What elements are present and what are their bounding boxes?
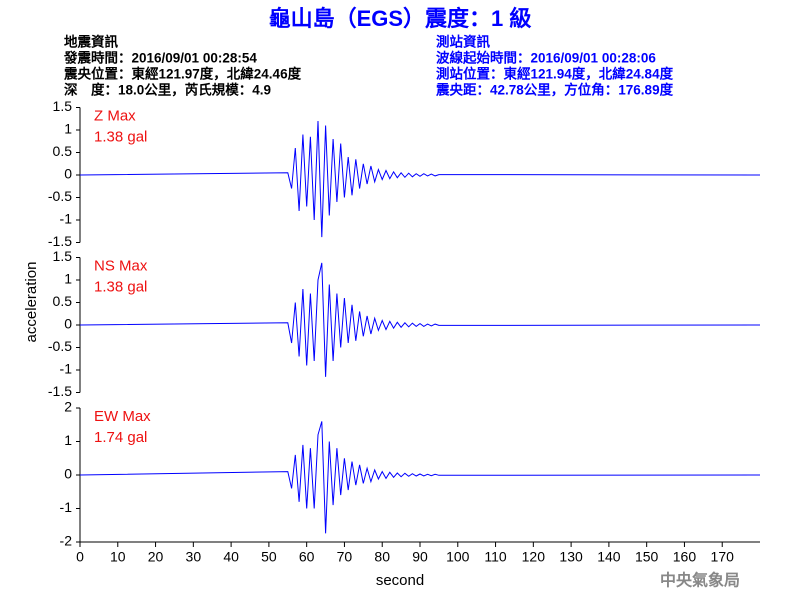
x-tick-label: 60 (299, 549, 315, 565)
x-tick-label: 150 (635, 549, 659, 565)
y-tick-label: -1 (60, 361, 73, 377)
info-line: 震央距：42.78公里，方位角：176.89度 (435, 82, 674, 98)
x-tick-label: 130 (559, 549, 583, 565)
x-tick-label: 10 (110, 549, 126, 565)
waveform (79, 262, 761, 377)
y-tick-label: 0 (64, 316, 72, 332)
y-tick-label: -1 (60, 499, 73, 515)
x-tick-label: 110 (484, 549, 507, 565)
y-tick-label: -1.5 (48, 233, 72, 249)
chart-title: 龜山島（EGS）震度：1 級 (269, 6, 532, 31)
max-label: 1.38 gal (94, 128, 147, 145)
x-tick-label: 30 (186, 549, 202, 565)
info-line: 地震資訊 (64, 34, 118, 50)
x-tick-label: 70 (337, 549, 353, 565)
y-tick-label: -2 (60, 533, 73, 549)
max-label: EW Max (94, 408, 151, 425)
info-line: 波線起始時間：2016/09/01 00:28:06 (436, 50, 656, 66)
x-tick-label: 120 (522, 549, 546, 565)
y-tick-label: -0.5 (48, 338, 72, 354)
x-tick-label: 40 (223, 549, 239, 565)
y-tick-label: 1 (64, 271, 72, 287)
x-axis-label: second (376, 572, 424, 589)
y-axis-label: acceleration (23, 262, 40, 343)
y-tick-label: 1 (64, 121, 72, 137)
info-line: 震央位置：東經121.97度，北緯24.46度 (63, 66, 302, 82)
y-tick-label: -0.5 (48, 188, 72, 204)
y-tick-label: 0 (64, 166, 72, 182)
x-tick-label: 170 (711, 549, 735, 565)
y-tick-label: 1 (64, 432, 72, 448)
max-label: 1.38 gal (94, 278, 147, 295)
max-label: 1.74 gal (94, 429, 147, 446)
y-tick-label: 1.5 (53, 98, 73, 114)
x-tick-label: 50 (261, 549, 277, 565)
info-line: 測站位置：東經121.94度，北緯24.84度 (436, 66, 674, 82)
y-tick-label: 0 (64, 466, 72, 482)
waveform (79, 120, 761, 238)
y-tick-label: -1 (60, 211, 73, 227)
info-line: 測站資訊 (436, 34, 490, 50)
x-tick-label: 20 (148, 549, 164, 565)
footer: 中央氣象局 (660, 571, 740, 590)
max-label: NS Max (94, 257, 148, 274)
x-tick-label: 100 (446, 549, 470, 565)
info-line: 深 度：18.0公里，芮氏規模：4.9 (64, 82, 271, 98)
x-tick-label: 160 (673, 549, 697, 565)
y-tick-label: 2 (64, 399, 72, 415)
x-tick-label: 0 (76, 549, 84, 565)
x-tick-label: 90 (412, 549, 428, 565)
x-tick-label: 80 (374, 549, 390, 565)
y-tick-label: 0.5 (53, 143, 73, 159)
y-tick-label: 1.5 (53, 248, 73, 264)
info-line: 發震時間：2016/09/01 00:28:54 (63, 50, 257, 66)
x-tick-label: 140 (597, 549, 621, 565)
y-tick-label: -1.5 (48, 383, 72, 399)
waveform (79, 421, 761, 534)
y-tick-label: 0.5 (53, 293, 73, 309)
max-label: Z Max (94, 107, 136, 124)
